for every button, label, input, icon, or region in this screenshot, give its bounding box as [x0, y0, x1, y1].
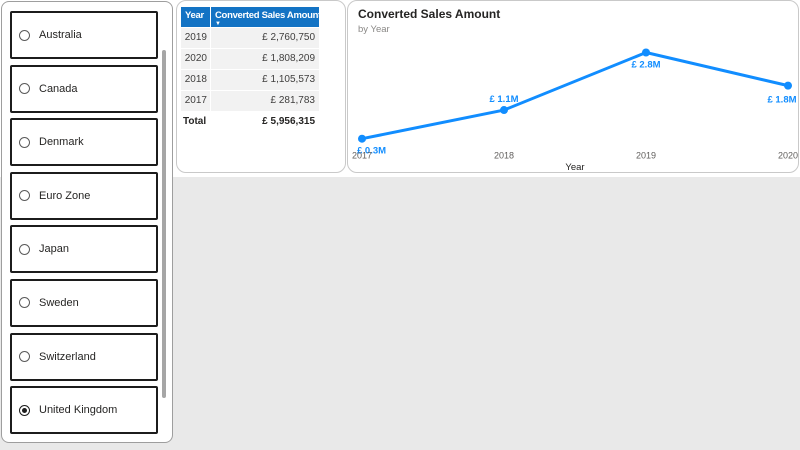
sales-table-card: Year Converted Sales Amount ▼ 2019 £ 2,760,7… — [176, 0, 346, 173]
slicer-option-label: Canada — [39, 82, 78, 95]
total-value: £ 5,956,315 — [211, 112, 319, 132]
slicer-option-united-kingdom[interactable]: United Kingdom — [10, 386, 158, 435]
slicer-option-label: Australia — [39, 29, 82, 41]
amount-cell: £ 281,783 — [211, 91, 319, 111]
radio-icon — [19, 243, 30, 255]
radio-icon — [19, 136, 30, 148]
x-axis-tick-2017: 2017 — [352, 151, 372, 161]
x-axis-tick-2020: 2020 — [778, 151, 798, 161]
slicer-option-australia[interactable]: Australia — [10, 11, 158, 59]
year-cell: 2020 — [181, 49, 210, 69]
slicer-option-label: Denmark — [39, 136, 84, 149]
slicer-option-canada[interactable]: Canada — [10, 64, 158, 113]
chart-title: Converted Sales Amount — [358, 7, 501, 21]
year-cell: 2018 — [181, 70, 210, 90]
data-label-2018: £ 1.1M — [489, 94, 518, 105]
slicer-option-japan[interactable]: Japan — [10, 225, 158, 274]
slicer-option-euro-zone[interactable]: Euro Zone — [10, 171, 158, 220]
sort-descending-icon: ▼ — [215, 21, 221, 27]
radio-icon — [19, 29, 30, 41]
table-row: 2017 £ 281,783 — [181, 91, 320, 111]
x-axis-title: Year — [565, 162, 584, 172]
radio-icon — [19, 351, 30, 363]
radio-icon — [19, 190, 30, 202]
data-point-2017[interactable] — [358, 134, 366, 143]
slicer-option-label: Switzerland — [39, 350, 96, 363]
slicer-option-label: Japan — [39, 243, 69, 256]
total-label: Total — [181, 112, 210, 132]
slicer-option-label: Euro Zone — [39, 189, 91, 202]
year-cell: 2019 — [181, 28, 210, 48]
slicer-option-label: Sweden — [39, 296, 79, 309]
sales-line-chart-card: £ 0.3M 2017 £ 1.1M 2018 £ 2.8M 2019 £ 1.8M 2020… — [347, 0, 799, 173]
data-label-2017: £ 0.3M — [357, 146, 386, 157]
x-axis-tick-2019: 2019 — [636, 151, 656, 161]
table-row: 2019 £ 2,760,750 — [181, 28, 320, 48]
amount-cell: £ 1,105,573 — [211, 70, 319, 90]
table-row: 2020 £ 1,808,209 — [181, 49, 320, 69]
x-axis-tick-2018: 2018 — [494, 151, 514, 161]
year-cell: 2017 — [181, 91, 210, 111]
data-label-2019: £ 2.8M — [631, 60, 660, 71]
radio-selected-icon — [19, 404, 30, 416]
data-label-2020: £ 1.8M — [767, 95, 796, 106]
amount-cell: £ 1,808,209 — [211, 49, 319, 69]
table-row: 2018 £ 1,105,573 — [181, 70, 320, 90]
chart-subtitle: by Year — [358, 24, 390, 35]
radio-icon — [19, 83, 30, 95]
sales-trend-line — [360, 51, 790, 141]
column-header-year[interactable]: Year — [181, 7, 210, 27]
data-point-2018[interactable] — [500, 106, 508, 115]
table-total-row: Total £ 5,956,315 — [181, 112, 320, 132]
slicer-option-denmark[interactable]: Denmark — [10, 118, 158, 167]
slicer-scrollbar-thumb[interactable] — [162, 50, 166, 398]
amount-cell: £ 2,760,750 — [211, 28, 319, 48]
column-header-converted-sales-amount[interactable]: Converted Sales Amount ▼ — [211, 7, 321, 27]
sales-table: Year Converted Sales Amount ▼ 2019 £ 2,760,7… — [181, 7, 321, 133]
data-point-2019[interactable] — [642, 48, 650, 57]
slicer-option-label: United Kingdom — [39, 404, 118, 417]
slicer-option-switzerland[interactable]: Switzerland — [10, 332, 158, 381]
slicer-item-list: Australia Canada Denmark Euro Zone Japan Swed… — [10, 11, 158, 435]
radio-icon — [19, 297, 30, 309]
slicer-option-sweden[interactable]: Sweden — [10, 278, 158, 327]
country-slicer-card: Australia Canada Denmark Euro Zone Japan Swed… — [1, 1, 173, 443]
data-point-2020[interactable] — [784, 81, 792, 90]
